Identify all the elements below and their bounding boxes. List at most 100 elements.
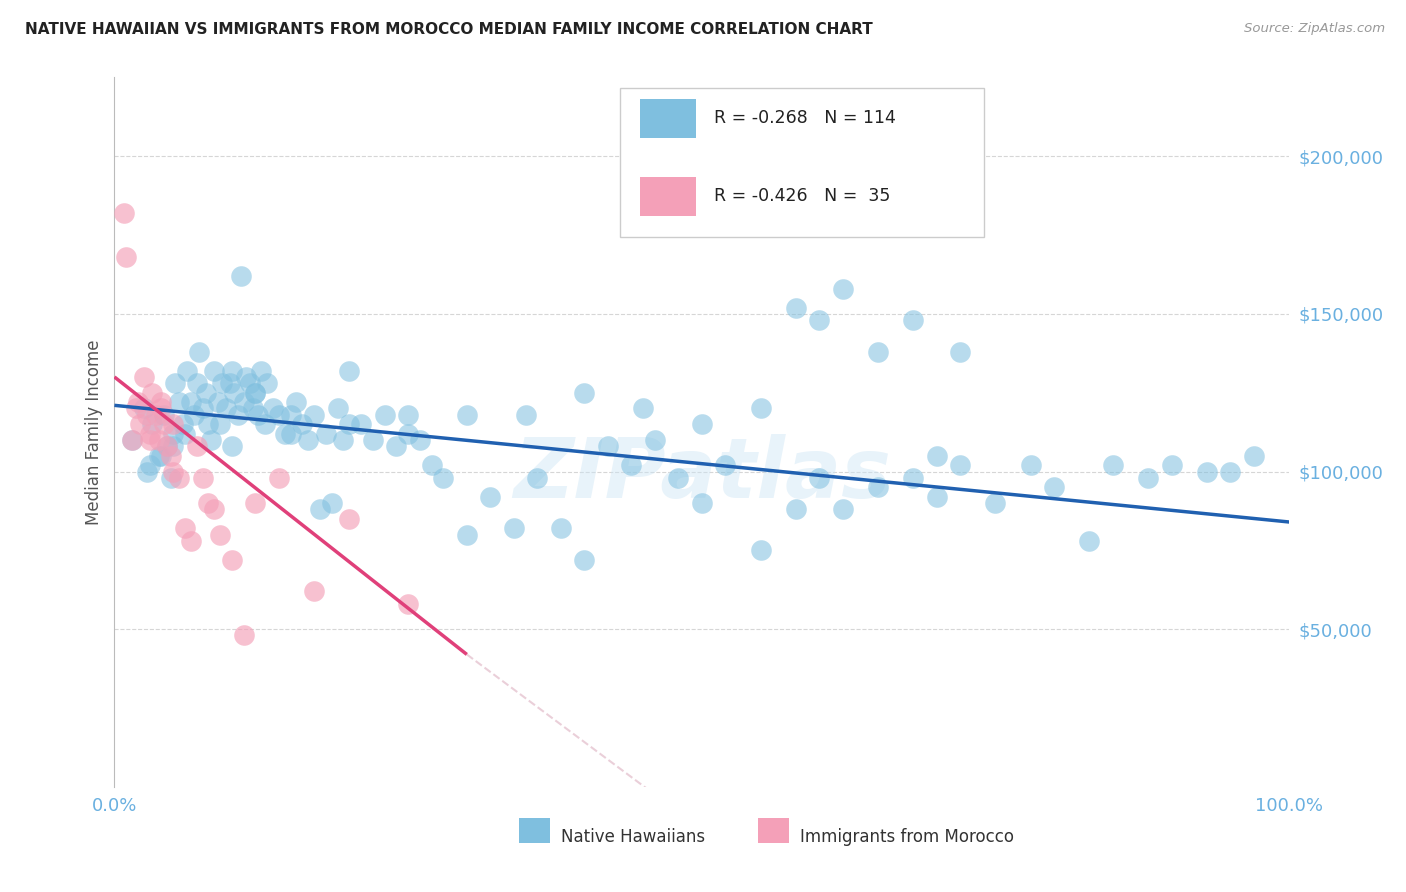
Point — [631, 401, 654, 416]
Point — [129, 417, 152, 432]
Y-axis label: Median Family Income: Median Family Income — [86, 339, 103, 524]
Point — [159, 471, 181, 485]
Point — [136, 465, 159, 479]
Point — [396, 597, 419, 611]
Point — [262, 401, 284, 416]
Point — [515, 408, 537, 422]
Point — [690, 496, 713, 510]
Point — [207, 395, 229, 409]
Point — [150, 449, 173, 463]
Point — [866, 480, 889, 494]
Point — [127, 395, 149, 409]
Point — [226, 408, 249, 422]
Point — [574, 553, 596, 567]
Point — [925, 449, 948, 463]
Point — [183, 408, 205, 422]
Point — [165, 376, 187, 391]
Point — [246, 408, 269, 422]
Point — [1195, 465, 1218, 479]
Point — [1160, 458, 1182, 473]
Text: Native Hawaiians: Native Hawaiians — [561, 828, 706, 846]
Point — [808, 313, 831, 327]
Point — [115, 250, 138, 264]
Point — [337, 364, 360, 378]
Point — [156, 439, 179, 453]
Point — [150, 401, 173, 416]
Point — [138, 458, 160, 473]
Point — [186, 376, 208, 391]
Point — [174, 521, 197, 535]
Point — [297, 433, 319, 447]
Point — [195, 385, 218, 400]
Point — [148, 449, 170, 463]
Point — [162, 465, 184, 479]
Point — [666, 471, 689, 485]
Point — [749, 543, 772, 558]
Point — [132, 370, 155, 384]
Point — [361, 433, 384, 447]
Point — [202, 502, 225, 516]
Point — [337, 512, 360, 526]
Point — [1019, 458, 1042, 473]
Point — [152, 417, 174, 432]
Point — [176, 364, 198, 378]
Point — [866, 344, 889, 359]
Point — [550, 521, 572, 535]
Point — [121, 433, 143, 447]
Point — [785, 301, 807, 315]
Point — [197, 496, 219, 510]
Point — [218, 376, 240, 391]
Point — [332, 433, 354, 447]
Point — [502, 521, 524, 535]
Point — [526, 471, 548, 485]
Point — [714, 458, 737, 473]
Point — [221, 553, 243, 567]
Point — [749, 401, 772, 416]
Text: ZIPatlas: ZIPatlas — [513, 434, 891, 516]
Text: Immigrants from Morocco: Immigrants from Morocco — [800, 828, 1014, 846]
Point — [396, 408, 419, 422]
Point — [221, 439, 243, 453]
Point — [245, 385, 267, 400]
Point — [267, 471, 290, 485]
Point — [200, 433, 222, 447]
Bar — [640, 99, 696, 137]
Point — [396, 426, 419, 441]
Point — [903, 471, 925, 485]
Point — [211, 376, 233, 391]
Point — [232, 628, 254, 642]
Point — [209, 527, 232, 541]
Point — [309, 502, 332, 516]
Point — [145, 408, 167, 422]
Point — [785, 502, 807, 516]
Point — [150, 395, 173, 409]
Point — [167, 471, 190, 485]
Point — [385, 439, 408, 453]
Point — [152, 408, 174, 422]
Text: NATIVE HAWAIIAN VS IMMIGRANTS FROM MOROCCO MEDIAN FAMILY INCOME CORRELATION CHAR: NATIVE HAWAIIAN VS IMMIGRANTS FROM MOROC… — [25, 22, 873, 37]
Text: Source: ZipAtlas.com: Source: ZipAtlas.com — [1244, 22, 1385, 36]
Point — [690, 417, 713, 432]
Point — [374, 408, 396, 422]
Point — [1078, 533, 1101, 548]
Point — [209, 417, 232, 432]
Point — [337, 417, 360, 432]
Point — [420, 458, 443, 473]
Point — [456, 527, 478, 541]
Point — [256, 376, 278, 391]
Point — [302, 408, 325, 422]
Point — [326, 401, 349, 416]
Point — [350, 417, 373, 432]
Point — [148, 433, 170, 447]
Point — [274, 426, 297, 441]
Point — [302, 584, 325, 599]
Point — [409, 433, 432, 447]
Point — [1243, 449, 1265, 463]
Point — [121, 433, 143, 447]
Point — [112, 206, 135, 220]
Point — [315, 426, 337, 441]
Point — [215, 401, 238, 416]
Point — [1219, 465, 1241, 479]
Point — [949, 344, 972, 359]
Point — [242, 401, 264, 416]
